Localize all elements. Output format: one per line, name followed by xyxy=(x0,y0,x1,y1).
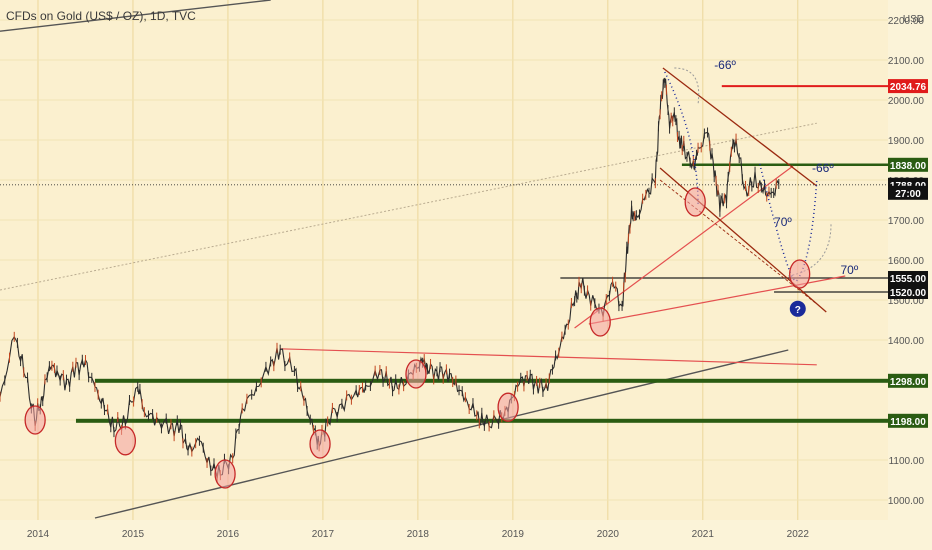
desc-channel-inner xyxy=(659,179,818,305)
y-tick-label: 1600.00 xyxy=(888,256,925,267)
x-tick-label: 2022 xyxy=(787,529,810,540)
y-tick-label: 1500.00 xyxy=(888,296,925,307)
y-tick-label: 1400.00 xyxy=(888,336,925,347)
x-tick-label: 2020 xyxy=(597,529,620,540)
x-tick-label: 2017 xyxy=(312,529,335,540)
y-tick-label: 2100.00 xyxy=(888,56,925,67)
channel-upper-line xyxy=(0,0,271,32)
angle-arc-2 xyxy=(788,223,832,277)
angle-label-4: 70º xyxy=(841,263,859,277)
chart-title: CFDs on Gold (US$ / OZ), 1D, TVC xyxy=(6,9,196,23)
question-badge xyxy=(789,300,806,317)
price-tag-1298.00[interactable] xyxy=(888,373,928,388)
price-tag-27:00[interactable] xyxy=(888,185,928,200)
support-1198-line xyxy=(75,418,888,423)
angle-arc-1 xyxy=(674,67,700,105)
angle-label-3: 70º xyxy=(774,215,792,229)
circle-marker-4 xyxy=(309,429,331,459)
x-tick-label: 2015 xyxy=(122,529,145,540)
price-tag-1555.00[interactable] xyxy=(888,271,928,285)
y-tick-label: 1900.00 xyxy=(888,136,925,147)
currency-label: USD xyxy=(903,14,924,25)
circle-marker-5 xyxy=(405,359,427,389)
projection-curve-1 xyxy=(664,71,699,205)
y-tick-label: 1700.00 xyxy=(888,216,925,227)
circle-marker-3 xyxy=(214,459,236,489)
price-tag-2034.76[interactable] xyxy=(888,79,928,94)
trendline-descending-red xyxy=(280,348,817,366)
circle-marker-9 xyxy=(789,259,811,289)
question-mark-label: ? xyxy=(795,305,801,316)
circle-marker-8 xyxy=(684,187,706,217)
y-tick-label: 1100.00 xyxy=(889,456,925,467)
desc-channel-top xyxy=(662,67,818,187)
x-tick-label: 2018 xyxy=(407,529,430,540)
y-tick-label: 2200.00 xyxy=(888,16,925,27)
projection-curve-3 xyxy=(799,179,818,277)
x-axis-panel xyxy=(0,520,888,550)
price-tag-label: 1298.00 xyxy=(890,377,927,388)
price-tag-label: 1520.00 xyxy=(890,288,927,299)
price-tag-label: 1198.00 xyxy=(890,417,926,428)
support-1298-line xyxy=(94,378,888,383)
circle-marker-6 xyxy=(497,392,519,422)
price-tag-1520.00[interactable] xyxy=(888,285,928,299)
price-tag-label: 27:00 xyxy=(895,189,921,200)
circle-marker-7 xyxy=(589,307,611,337)
channel-mid-dotted-line xyxy=(0,122,817,291)
x-tick-label: 2014 xyxy=(27,529,50,540)
y-tick-label: 2000.00 xyxy=(888,96,925,107)
price-tag-label: 1555.00 xyxy=(890,274,927,285)
angle-label-1: -66º xyxy=(714,58,736,72)
x-tick-label: 2019 xyxy=(502,529,525,540)
angle-label-2: -66º xyxy=(812,161,834,175)
x-tick-label: 2021 xyxy=(692,529,715,540)
trendline-steep-red xyxy=(574,165,794,329)
circle-marker-1 xyxy=(24,405,46,435)
price-tag-1838.00[interactable] xyxy=(888,157,928,172)
price-tag-1198.00[interactable] xyxy=(888,413,928,428)
price-tag-label: 1838.00 xyxy=(890,161,927,172)
y-tick-label: 1000.00 xyxy=(888,496,925,507)
x-tick-label: 2016 xyxy=(217,529,240,540)
price-tag-label: 2034.76 xyxy=(890,82,927,93)
circle-marker-2 xyxy=(114,426,137,456)
price-line-series[interactable] xyxy=(0,78,780,479)
channel-lower-line xyxy=(94,349,789,519)
